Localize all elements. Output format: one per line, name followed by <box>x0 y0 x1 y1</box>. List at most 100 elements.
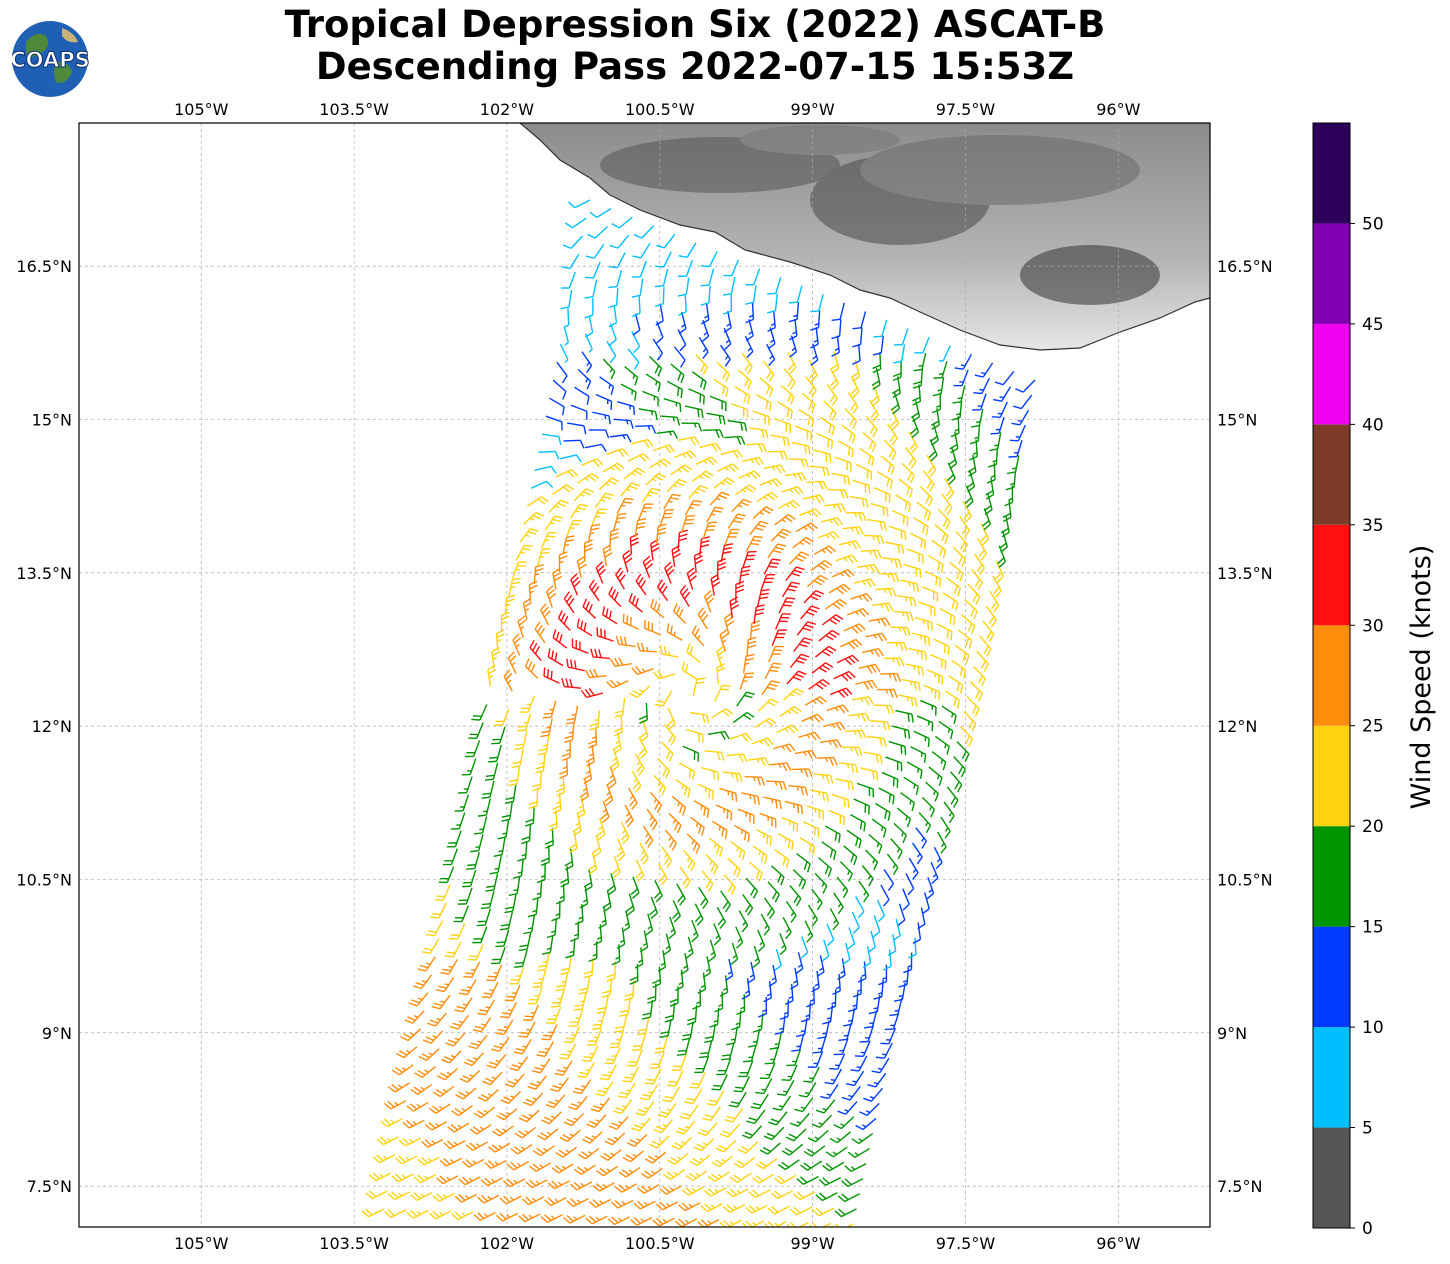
barb-half-flag <box>522 1045 527 1048</box>
barb-shaft <box>722 771 740 775</box>
wind-barb <box>507 651 517 674</box>
barb-shaft <box>664 724 677 739</box>
barb-shaft <box>883 869 895 885</box>
barb-shaft <box>752 845 768 857</box>
wind-barb <box>941 705 957 724</box>
wind-barb <box>372 1154 396 1164</box>
wind-barb <box>539 603 551 626</box>
barb-shaft <box>753 606 757 624</box>
barb-flag <box>746 711 755 718</box>
barb-flag <box>811 987 820 993</box>
barb-half-flag <box>444 983 449 986</box>
barb-shaft <box>786 670 799 685</box>
barb-flag <box>829 454 832 463</box>
barb-flag <box>663 1173 672 1180</box>
wind-barb <box>534 621 546 644</box>
barb-shaft <box>631 770 642 787</box>
wind-barb <box>739 672 755 690</box>
barb-flag <box>754 535 763 539</box>
wind-barb <box>499 911 514 931</box>
barb-flag <box>832 740 838 749</box>
wind-barb <box>585 668 607 679</box>
barb-flag <box>744 904 751 913</box>
barb-flag <box>404 1019 413 1024</box>
wind-barb <box>506 1161 529 1171</box>
barb-half-flag <box>837 903 842 908</box>
barb-flag <box>793 1206 801 1214</box>
wind-barb <box>624 804 634 827</box>
barb-flag <box>686 567 695 574</box>
barb-shaft <box>543 675 560 684</box>
barb-flag <box>372 1172 380 1180</box>
barb-half-flag <box>555 913 560 916</box>
barb-half-flag <box>774 1043 780 1046</box>
wind-barb <box>657 950 667 972</box>
barb-half-flag <box>465 1195 470 1199</box>
barb-flag <box>825 1162 834 1170</box>
barb-shaft <box>622 1014 628 1032</box>
barb-flag <box>550 1005 560 1008</box>
barb-flag <box>934 793 939 802</box>
wind-barb <box>852 976 862 998</box>
barb-shaft <box>464 1176 481 1186</box>
barb-shaft <box>636 685 651 698</box>
barb-flag <box>839 585 848 593</box>
barb-flag <box>721 828 725 837</box>
barb-half-flag <box>640 1122 645 1126</box>
wind-barb <box>490 1036 510 1052</box>
barb-half-flag <box>540 1064 546 1067</box>
barb-flag <box>789 1122 799 1127</box>
barb-flag <box>672 548 681 555</box>
wind-barb <box>391 1173 414 1183</box>
barb-half-flag <box>633 778 638 783</box>
barb-shaft <box>567 308 570 326</box>
wind-barb <box>730 942 739 965</box>
barb-shaft <box>867 1025 875 1042</box>
barb-flag <box>868 1011 878 1015</box>
barb-shaft <box>755 828 772 839</box>
barb-flag <box>722 550 732 554</box>
barb-shaft <box>634 1133 648 1147</box>
barb-half-flag <box>913 784 916 789</box>
barb-flag <box>736 1160 745 1166</box>
barb-flag <box>644 1158 654 1164</box>
barb-shaft <box>961 614 975 627</box>
barb-flag <box>821 955 830 962</box>
barb-flag <box>707 597 715 605</box>
barb-half-flag <box>718 1003 723 1007</box>
barb-flag <box>702 972 711 978</box>
barb-half-flag <box>848 1019 853 1022</box>
barb-shaft <box>431 1121 447 1131</box>
barb-half-flag <box>405 1049 411 1054</box>
barb-flag <box>517 857 526 862</box>
barb-flag <box>432 1091 441 1098</box>
barb-half-flag <box>565 1149 570 1154</box>
barb-shaft <box>509 1178 526 1188</box>
barb-flag <box>427 930 437 933</box>
barb-half-flag <box>872 858 876 864</box>
barb-flag <box>764 757 770 766</box>
barb-shaft <box>552 637 568 649</box>
barb-flag <box>829 1067 838 1070</box>
barb-flag <box>400 1036 409 1042</box>
barb-flag <box>651 1140 661 1146</box>
barb-flag <box>649 819 656 828</box>
barb-half-flag <box>753 776 756 782</box>
barb-flag <box>841 1096 851 1101</box>
barb-half-flag <box>425 962 431 965</box>
barb-flag <box>789 743 796 752</box>
barb-flag <box>570 1103 580 1108</box>
barb-flag <box>913 597 917 607</box>
wind-barb <box>722 1203 746 1213</box>
barb-flag <box>387 1086 396 1093</box>
wind-barb <box>527 897 539 918</box>
barb-flag <box>911 802 916 812</box>
wind-barb <box>943 801 955 824</box>
barb-shaft <box>683 1120 696 1135</box>
barb-flag <box>556 984 566 988</box>
wind-barb <box>838 762 859 774</box>
barb-flag <box>668 1080 678 1083</box>
barb-half-flag <box>658 1139 664 1143</box>
barb-flag <box>469 1128 478 1135</box>
wind-barb <box>742 893 754 916</box>
